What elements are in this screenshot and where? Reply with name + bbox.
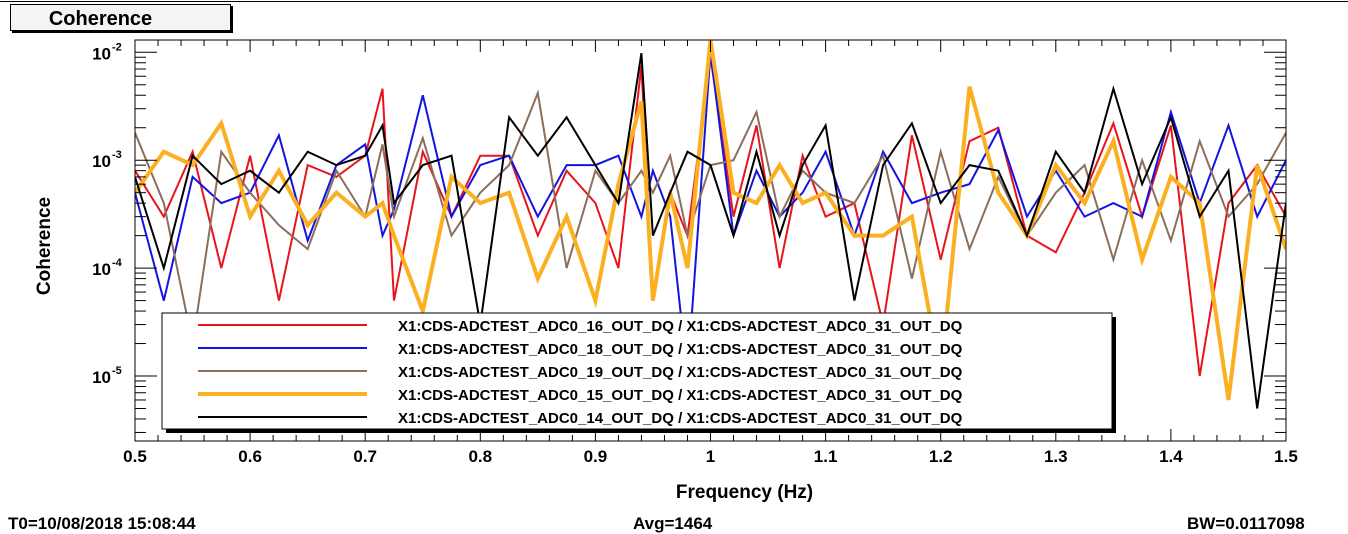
legend-label-3: X1:CDS-ADCTEST_ADC0_19_OUT_DQ / X1:CDS-A… xyxy=(398,364,963,381)
x-tick-label: 1 xyxy=(706,447,715,466)
y-tick-label: 10 xyxy=(92,368,111,387)
x-tick-label: 0.5 xyxy=(123,447,147,466)
plot-title: Coherence xyxy=(48,8,153,30)
legend-label-4: X1:CDS-ADCTEST_ADC0_15_OUT_DQ / X1:CDS-A… xyxy=(398,387,963,404)
legend-label-2: X1:CDS-ADCTEST_ADC0_18_OUT_DQ / X1:CDS-A… xyxy=(398,341,963,358)
x-tick-label: 1.3 xyxy=(1044,447,1068,466)
x-tick-label: 0.9 xyxy=(584,447,608,466)
y-tick-exponent: -2 xyxy=(112,41,122,53)
plot-title-box: Coherence xyxy=(10,4,231,31)
x-tick-label: 0.8 xyxy=(468,447,492,466)
legend-label-5: X1:CDS-ADCTEST_ADC0_14_OUT_DQ / X1:CDS-A… xyxy=(398,410,963,427)
x-tick-label: 1.2 xyxy=(929,447,953,466)
x-tick-label: 0.7 xyxy=(353,447,377,466)
x-tick-label: 1.4 xyxy=(1159,447,1183,466)
series-line-5 xyxy=(135,53,1286,409)
y-tick-label: 10 xyxy=(92,44,111,63)
y-axis-label: Coherence xyxy=(34,197,55,295)
footer-bw: BW=0.0117098 xyxy=(1187,514,1305,533)
x-tick-label: 1.5 xyxy=(1274,447,1298,466)
footer-t0: T0=10/08/2018 15:08:44 xyxy=(8,514,196,533)
x-tick-label: 1.1 xyxy=(814,447,838,466)
x-axis-label: Frequency (Hz) xyxy=(676,482,813,503)
y-tick-label: 10 xyxy=(92,260,111,279)
x-tick-label: 0.6 xyxy=(238,447,262,466)
y-tick-exponent: -3 xyxy=(112,149,122,161)
series-line-4 xyxy=(135,40,1286,401)
y-tick-exponent: -4 xyxy=(112,257,123,269)
series-line-3 xyxy=(135,89,1286,344)
footer-avg: Avg=1464 xyxy=(633,514,713,533)
legend-label-1: X1:CDS-ADCTEST_ADC0_16_OUT_DQ / X1:CDS-A… xyxy=(398,318,963,335)
y-tick-exponent: -5 xyxy=(112,365,122,377)
top-border-line xyxy=(0,1,1348,2)
y-tick-label: 10 xyxy=(92,152,111,171)
